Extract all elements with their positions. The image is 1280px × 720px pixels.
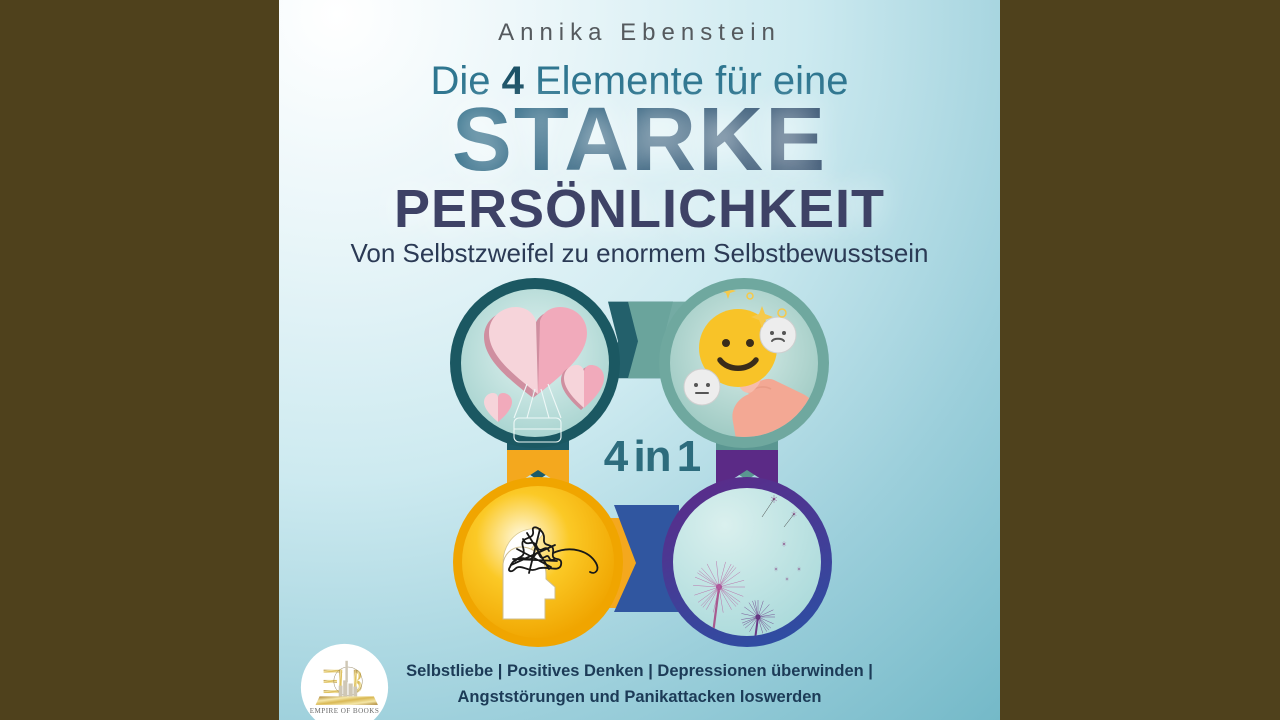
svg-text:EMPIRE OF BOOKS: EMPIRE OF BOOKS [310, 707, 380, 715]
